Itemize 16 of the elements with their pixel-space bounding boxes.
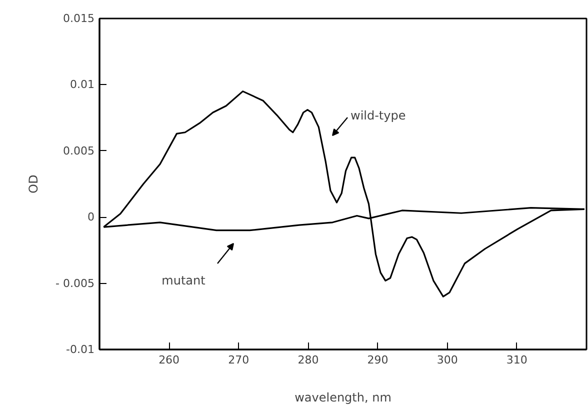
x-tick-label: 280 (298, 354, 319, 366)
x-axis-title: wavelength, nm (294, 390, 392, 404)
x-tick-label: 310 (506, 354, 528, 366)
x-tick-label: 290 (367, 354, 388, 366)
y-tick-label: 0 (88, 210, 94, 224)
x-tick-label: 260 (158, 354, 180, 366)
y-tick-label: -0.01 (66, 343, 95, 356)
x-tick-label: 300 (436, 354, 458, 366)
x-tick-label: 270 (228, 354, 250, 366)
y-tick-label: - 0.005 (56, 276, 95, 290)
y-axis-title: OD (26, 174, 41, 194)
y-tick-label: 0.005 (63, 144, 95, 158)
y-tick-label: 0.01 (70, 78, 95, 92)
y-tick-label: 0.015 (63, 12, 95, 25)
annotation: mutant (162, 274, 206, 288)
annotation: wild-type (350, 108, 406, 122)
